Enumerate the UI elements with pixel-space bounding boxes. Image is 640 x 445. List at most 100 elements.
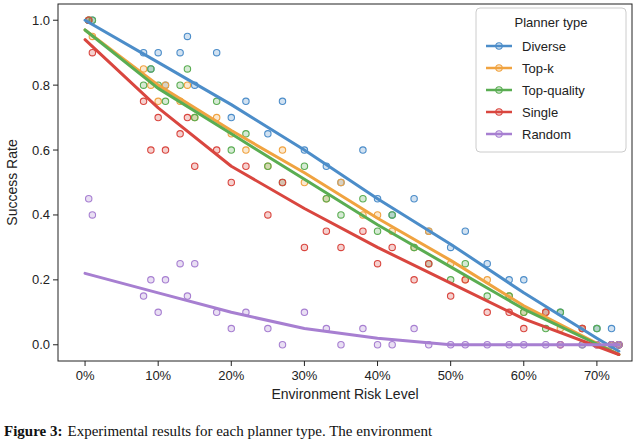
y-tick-label: 0.4 [32,207,50,222]
point [184,293,190,299]
point [338,179,344,185]
point [192,260,198,266]
point [389,244,395,250]
x-tick-label: 60% [511,368,537,383]
point [155,114,161,120]
point [148,147,154,153]
point [148,277,154,283]
point [594,325,600,331]
caption: Figure 3: Experimental results for each p… [4,423,433,439]
x-tick-label: 50% [438,368,464,383]
y-axis-label: Success Rate [4,139,20,226]
point [338,179,344,185]
point [521,325,527,331]
point [265,163,271,169]
trend-line [85,273,619,344]
y-tick [53,344,58,345]
y-tick-label: 0.0 [32,337,50,352]
y-tick-label: 0.6 [32,143,50,158]
point [338,342,344,348]
point [279,342,285,348]
point [86,196,92,202]
trend-line [85,20,619,351]
x-axis-label: Environment Risk Level [271,386,418,402]
point [462,260,468,266]
legend: Planner typeDiverseTop-kTop-qualitySingl… [476,8,626,152]
point [243,163,249,169]
point [411,325,417,331]
point [426,260,432,266]
point [192,163,198,169]
x-tick [231,361,232,366]
x-tick-label: 30% [291,368,317,383]
point [184,114,190,120]
point [360,196,366,202]
point [301,163,307,169]
plot-area [85,17,622,354]
point [265,163,271,169]
legend-marker [496,43,502,49]
point [389,212,395,218]
point [228,114,234,120]
y-tick-label: 0.2 [32,272,50,287]
point [184,33,190,39]
point [411,277,417,283]
point [265,131,271,137]
point [389,212,395,218]
point [360,325,366,331]
point [279,98,285,104]
point [301,309,307,315]
point [462,228,468,234]
point [177,131,183,137]
legend-marker [496,65,502,71]
point [177,82,183,88]
point [213,49,219,55]
plot-frame [58,4,632,361]
x-tick-label: 40% [365,368,391,383]
point [360,147,366,153]
x-tick [450,361,451,366]
point [184,66,190,72]
y-tick [53,150,58,151]
point [140,98,146,104]
point [338,244,344,250]
x-tick [304,361,305,366]
point [265,325,271,331]
y-tick [53,20,58,21]
caption-label: Figure 3: [4,423,62,439]
point [279,147,285,153]
point [374,228,380,234]
point [323,228,329,234]
point [594,325,600,331]
y-tick [53,85,58,86]
trend-line [85,40,619,355]
point [608,325,614,331]
point [148,66,154,72]
point [279,179,285,185]
point [162,98,168,104]
point [148,66,154,72]
axes: 0%10%20%30%40%50%60%70%0.00.20.40.60.81.… [32,13,610,383]
legend-label: Single [522,105,558,120]
caption-text: Experimental results for each planner ty… [67,423,432,439]
point [484,309,490,315]
point [155,309,161,315]
point [155,49,161,55]
point [447,293,453,299]
point [155,98,161,104]
point [89,212,95,218]
x-tick [377,361,378,366]
point [140,82,146,88]
point [228,179,234,185]
point [360,228,366,234]
legend-label: Top-k [522,61,554,76]
point [265,212,271,218]
y-tick-label: 1.0 [32,13,50,28]
legend-box [476,8,626,152]
point [177,260,183,266]
point [192,114,198,120]
point [162,277,168,283]
x-tick [523,361,524,366]
legend-marker [496,131,502,137]
point [228,325,234,331]
